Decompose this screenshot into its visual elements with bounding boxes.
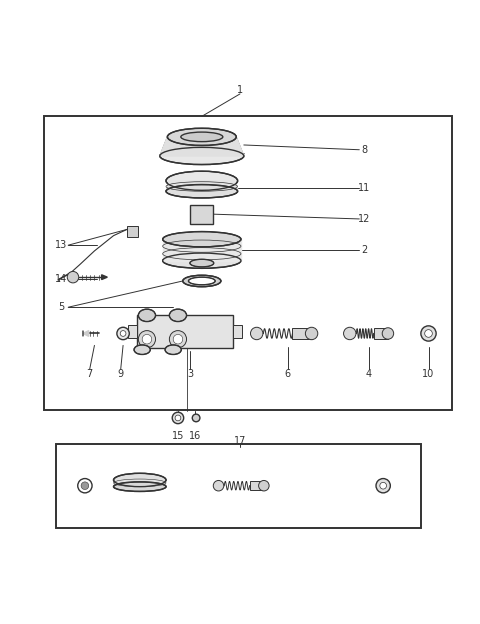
Text: 4: 4 [366, 369, 372, 379]
Circle shape [259, 480, 269, 491]
Bar [127, 226, 138, 236]
Polygon shape [102, 275, 108, 280]
Circle shape [376, 479, 390, 493]
Text: 14: 14 [55, 273, 67, 283]
Text: 2: 2 [361, 245, 367, 255]
Polygon shape [83, 331, 89, 336]
Text: 13: 13 [55, 240, 67, 250]
Ellipse shape [134, 345, 150, 354]
Ellipse shape [165, 345, 181, 354]
Text: 9: 9 [118, 369, 124, 379]
Bar [56, 444, 421, 528]
Text: 16: 16 [189, 431, 201, 441]
Circle shape [382, 328, 394, 339]
Circle shape [175, 415, 181, 421]
Text: 5: 5 [58, 302, 64, 312]
Text: 3: 3 [187, 369, 193, 379]
Polygon shape [114, 480, 166, 487]
Circle shape [117, 327, 129, 339]
Bar [191, 205, 213, 224]
Circle shape [67, 271, 79, 283]
Circle shape [78, 479, 92, 493]
Text: 15: 15 [172, 431, 184, 441]
Circle shape [305, 327, 318, 339]
Circle shape [251, 327, 263, 339]
Ellipse shape [166, 185, 238, 198]
Ellipse shape [169, 309, 187, 321]
Polygon shape [160, 137, 244, 156]
Bar [128, 325, 137, 338]
Text: 10: 10 [422, 369, 434, 379]
Circle shape [213, 480, 224, 491]
Circle shape [380, 482, 386, 489]
Circle shape [425, 329, 432, 338]
Ellipse shape [138, 309, 156, 321]
Ellipse shape [166, 171, 238, 190]
Ellipse shape [189, 277, 215, 285]
Circle shape [81, 482, 89, 489]
Bar [233, 325, 242, 338]
Circle shape [421, 326, 436, 341]
Circle shape [172, 412, 184, 424]
Polygon shape [166, 181, 238, 192]
Text: 8: 8 [361, 145, 367, 155]
Ellipse shape [168, 129, 236, 145]
Text: 17: 17 [234, 436, 246, 446]
Bar [250, 481, 264, 490]
Ellipse shape [114, 482, 166, 492]
Text: 6: 6 [285, 369, 291, 379]
Bar [292, 328, 312, 339]
Ellipse shape [163, 232, 241, 247]
Ellipse shape [181, 132, 223, 142]
Ellipse shape [163, 253, 241, 268]
Text: 11: 11 [358, 183, 370, 193]
Circle shape [120, 331, 126, 336]
Circle shape [142, 334, 152, 344]
Polygon shape [163, 239, 241, 261]
Circle shape [192, 414, 200, 422]
Bar [373, 328, 388, 339]
Ellipse shape [190, 259, 214, 267]
Circle shape [173, 334, 183, 344]
Circle shape [138, 331, 156, 348]
Circle shape [169, 331, 187, 348]
Text: 1: 1 [237, 85, 243, 95]
Ellipse shape [114, 473, 166, 487]
Ellipse shape [160, 147, 244, 165]
Bar [44, 116, 452, 410]
Ellipse shape [183, 275, 221, 286]
Bar [137, 315, 233, 348]
Text: 12: 12 [358, 214, 370, 224]
Text: 7: 7 [86, 369, 93, 379]
Circle shape [344, 327, 356, 339]
